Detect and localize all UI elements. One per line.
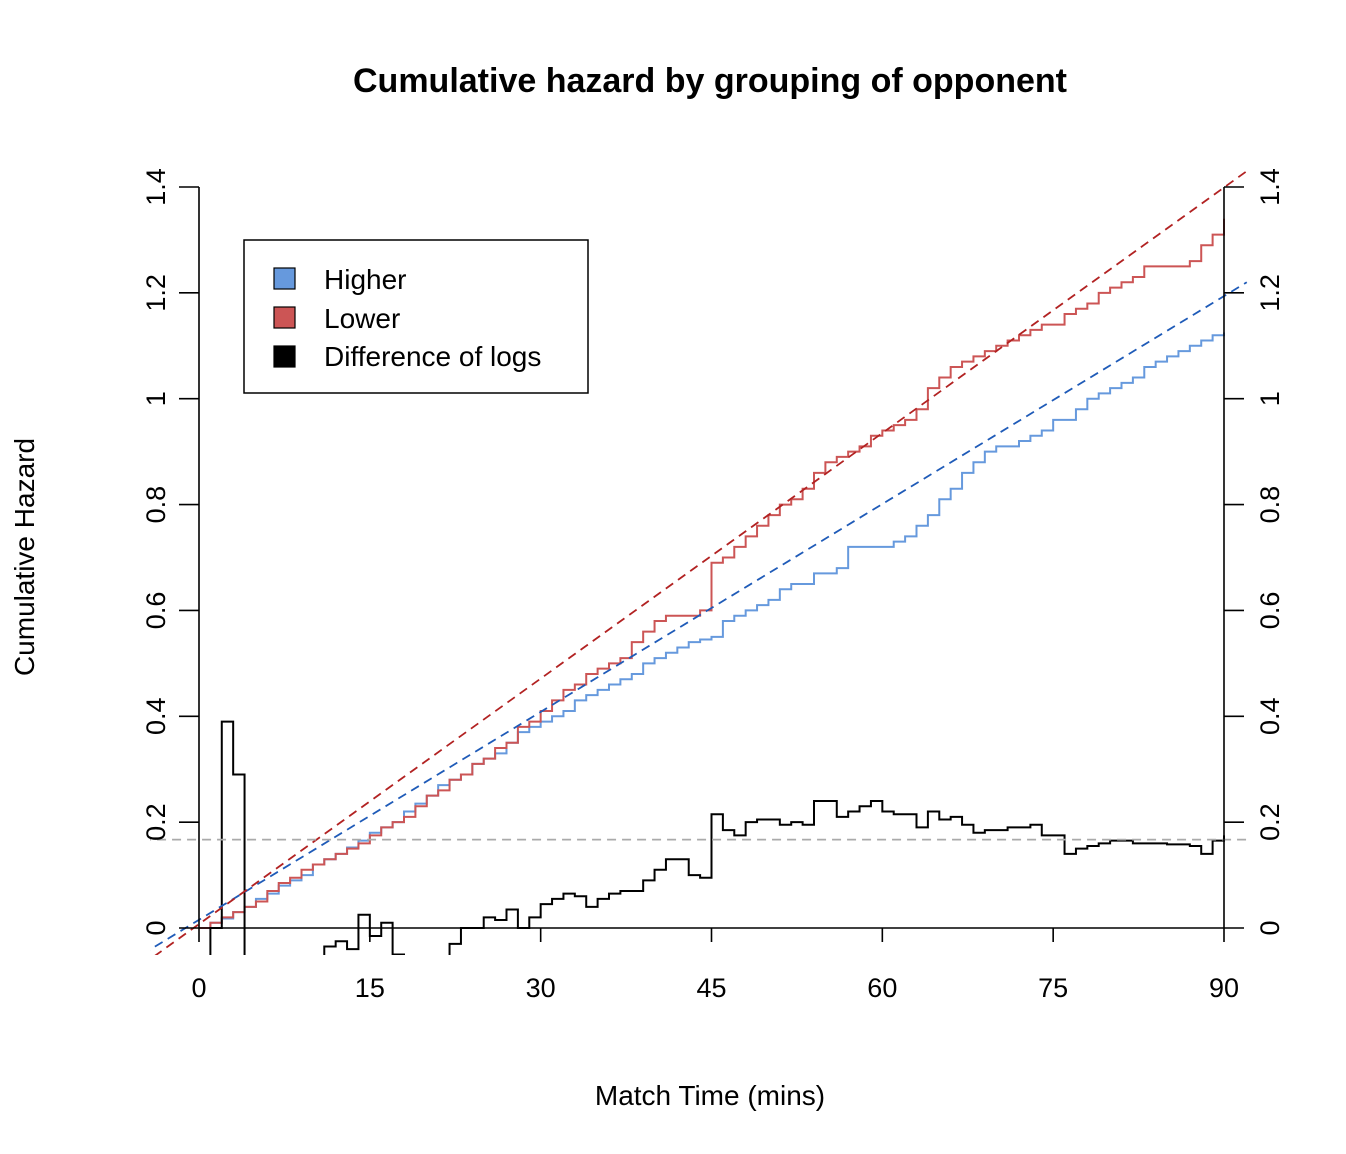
x-tick-label: 75	[1038, 973, 1068, 1003]
legend-swatch-difference	[273, 345, 296, 368]
legend-box	[243, 239, 589, 394]
right-y-tick-label: 0	[1255, 920, 1285, 935]
left-y-tick-label: 0	[141, 920, 171, 935]
right-y-tick-label: 0.2	[1255, 803, 1285, 841]
legend-label-difference: Difference of logs	[324, 341, 541, 372]
x-tick-label: 90	[1209, 973, 1239, 1003]
x-tick-label: 60	[867, 973, 897, 1003]
right-y-tick-label: 0.4	[1255, 698, 1285, 736]
right-y-tick-label: 0.6	[1255, 592, 1285, 630]
legend: Higher Lower Difference of logs	[243, 239, 589, 394]
left-y-tick-label: 0.4	[141, 698, 171, 736]
x-axis-label: Match Time (mins)	[595, 1080, 825, 1111]
left-y-tick-label: 0.6	[141, 592, 171, 630]
right-y-tick-label: 1.4	[1255, 168, 1285, 206]
series-line-lower	[199, 218, 1225, 929]
legend-swatch-higher	[273, 267, 296, 290]
right-y-tick-label: 1	[1255, 391, 1285, 406]
x-tick-label: 15	[355, 973, 385, 1003]
x-tick-label: 45	[696, 973, 726, 1003]
right-y-tick-label: 0.8	[1255, 486, 1285, 524]
legend-label-higher: Higher	[324, 264, 406, 295]
reference-line-3	[150, 281, 1248, 951]
left-y-tick-label: 1.2	[141, 274, 171, 312]
left-y-tick-label: 1.4	[141, 168, 171, 206]
legend-swatch-lower	[273, 306, 296, 329]
left-y-tick-label: 1	[141, 391, 171, 406]
x-tick-label: 0	[191, 973, 206, 1003]
series-line-higher	[199, 332, 1225, 929]
plot-area	[150, 170, 1248, 955]
left-y-tick-label: 0.2	[141, 803, 171, 841]
left-y-tick-label: 0.8	[141, 486, 171, 524]
reference-line-4	[154, 170, 1248, 955]
right-y-tick-label: 1.2	[1255, 274, 1285, 312]
axes: 0 0 0.2 0.2 0.4 0.4 0.6 0.6 0.8 0.8 1 1 1.2 1.2 1.4 1.4…	[141, 168, 1285, 1003]
series-line-difference-of-logs	[209, 720, 1225, 955]
legend-label-lower: Lower	[324, 303, 400, 334]
chart-title: Cumulative hazard by grouping of opponen…	[353, 62, 1067, 100]
x-tick-label: 30	[526, 973, 556, 1003]
y-axis-label: Cumulative Hazard	[9, 438, 40, 676]
